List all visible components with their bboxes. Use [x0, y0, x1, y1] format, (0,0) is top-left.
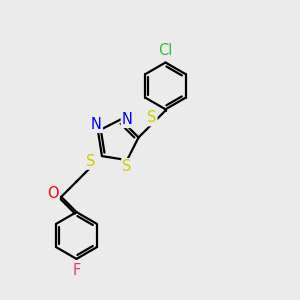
Text: Cl: Cl: [158, 43, 173, 58]
Text: F: F: [72, 263, 81, 278]
Text: N: N: [122, 112, 133, 127]
Text: N: N: [91, 117, 102, 132]
Text: S: S: [86, 154, 95, 169]
Text: O: O: [47, 186, 58, 201]
Text: S: S: [147, 110, 156, 125]
Text: S: S: [122, 159, 132, 174]
